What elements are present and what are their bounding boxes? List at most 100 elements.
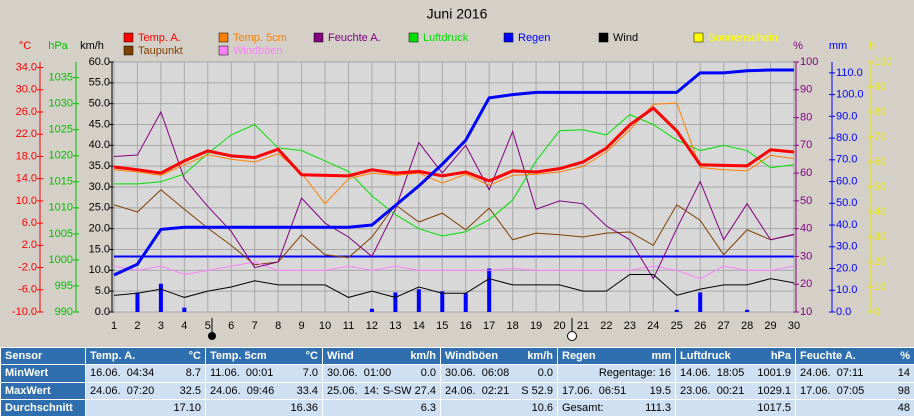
- y-tick-label: 0.0: [836, 306, 851, 318]
- table-cell: 16.36: [205, 398, 323, 417]
- y-tick-label: 100.0: [836, 89, 864, 101]
- y-tick-label: 40.0: [89, 139, 110, 151]
- y-tick-label: 80.0: [836, 132, 857, 144]
- y-tick-label: 20.0: [89, 223, 110, 235]
- y-tick-label: 0: [874, 306, 880, 318]
- table-cell: Wind km/h: [322, 346, 441, 366]
- x-tick-label: 17: [483, 320, 495, 332]
- table-row: MaxWert 24.06. 07:20 32.5 24.06. 09:46 33.4 2…: [0, 381, 914, 400]
- cell-value: 19.5: [649, 384, 671, 397]
- y-tick-label: 30: [800, 250, 812, 262]
- x-tick-label: 5: [205, 320, 211, 332]
- table-body: Sensor Temp. A. °C Temp. 5cm °C Wind km/h Windb…: [0, 346, 914, 417]
- legend-swatch: [218, 45, 229, 56]
- legend-label: Temp. 5cm: [233, 32, 287, 44]
- x-tick-label: 24: [647, 320, 659, 332]
- cell-value: 33.4: [296, 384, 318, 397]
- y-tick-label: 990: [55, 306, 73, 318]
- cell-value: 7.0: [302, 367, 318, 380]
- cell-text: 48: [897, 401, 910, 414]
- legend-swatch: [598, 32, 609, 43]
- y-tick-label: 70.0: [836, 154, 857, 166]
- x-tick-label: 15: [436, 320, 448, 332]
- y-tick-label: 60.0: [836, 175, 857, 187]
- y-tick-label: 10.0: [89, 264, 110, 276]
- legend-label: Regen: [518, 32, 550, 44]
- y-tick-label: 100: [800, 56, 818, 68]
- table-cell: 24.06. 02:21 S 52.9: [440, 381, 558, 400]
- axis-title: h: [869, 40, 875, 52]
- table-cell: Regen mm: [557, 346, 676, 366]
- cell-value: S-SW 27.4: [382, 384, 436, 397]
- y-tick-label: 1035: [49, 72, 73, 84]
- legend-label: Sonnenschein: [708, 32, 778, 44]
- y-tick-label: 18.0: [16, 150, 37, 162]
- table-cell: Durchschnitt: [0, 398, 86, 417]
- series-line: [113, 189, 795, 266]
- y-tick-label: 70: [800, 139, 812, 151]
- cell-value: %: [900, 350, 910, 363]
- table-cell: 24.06. 07:11 14: [795, 364, 914, 383]
- cell-value: 1029.1: [757, 384, 791, 397]
- cell-value: 1001.9: [757, 367, 791, 380]
- table-cell: 11.06. 00:01 7.0: [205, 364, 323, 383]
- table-cell: 30.06. 01:00 0.0: [322, 364, 441, 383]
- series-line: [114, 114, 795, 237]
- cell-text: 30.06. 06:08: [445, 367, 510, 380]
- y-tick-label: 55.0: [89, 77, 110, 89]
- y-tick-label: 50.0: [89, 98, 110, 110]
- y-tick-label: 22.0: [16, 128, 37, 140]
- cell-text: Gesamt:: [562, 401, 604, 414]
- y-tick-label: 45.0: [89, 118, 110, 130]
- rain-bar: [440, 291, 445, 312]
- table-row: Durchschnitt 17.10 16.36 6.3 10.6 Gesamt: 111.…: [0, 398, 914, 417]
- y-tick-label: 20: [874, 256, 886, 268]
- cell-value: 111.3: [645, 401, 671, 414]
- stats-table: Sensor Temp. A. °C Temp. 5cm °C Wind km/h Windb…: [0, 346, 914, 417]
- y-tick-label: 70: [874, 131, 886, 143]
- moon-full: [208, 332, 216, 340]
- cell-text: Temp. A.: [90, 350, 136, 363]
- table-cell: Temp. A. °C: [85, 346, 206, 366]
- legend-label: Temp. A.: [138, 32, 181, 44]
- y-tick-label: 1000: [49, 254, 73, 266]
- x-tick-label: 7: [252, 320, 258, 332]
- x-tick-label: 20: [553, 320, 565, 332]
- cell-text: Sensor: [5, 350, 43, 363]
- cell-text: 17.06. 06:51: [562, 384, 627, 397]
- table-cell: 25.06. 14: S-SW 27.4: [322, 381, 441, 400]
- y-tick-label: 0.0: [95, 306, 110, 318]
- y-tick-label: 50: [874, 181, 886, 193]
- table-row: MinWert 16.06. 04:34 8.7 11.06. 00:01 7.0 30.…: [0, 364, 914, 383]
- table-cell: Temp. 5cm °C: [205, 346, 323, 366]
- table-cell: 17.06. 06:51 19.5: [557, 381, 676, 400]
- y-tick-label: 100: [874, 56, 892, 68]
- legend-swatch: [408, 32, 419, 43]
- rain-bar: [158, 283, 163, 312]
- y-tick-label: 60: [874, 156, 886, 168]
- cell-text: Temp. 5cm: [210, 350, 267, 363]
- cell-value: 32.5: [179, 384, 201, 397]
- table-cell: 17.06. 07:05 98: [795, 381, 914, 400]
- y-tick-label: 90: [800, 84, 812, 96]
- y-tick-label: 50: [800, 195, 812, 207]
- cell-text: 6.3: [420, 401, 436, 414]
- table-cell: Windböen km/h: [440, 346, 558, 366]
- y-tick-label: 1025: [49, 124, 73, 136]
- legend-label: Taupunkt: [138, 45, 183, 57]
- cell-value: km/h: [410, 350, 436, 363]
- cell-text: 30.06. 01:00: [327, 367, 392, 380]
- x-tick-label: 16: [460, 320, 472, 332]
- x-tick-label: 8: [275, 320, 281, 332]
- cell-text: Durchschnitt: [5, 401, 73, 414]
- table-cell: MaxWert: [0, 381, 86, 400]
- cell-value: mm: [651, 350, 671, 363]
- series-line: [113, 68, 794, 277]
- y-tick-label: 30.0: [836, 241, 857, 253]
- table-cell: 30.06. 06:08 0.0: [440, 364, 558, 383]
- y-tick-label: 80: [874, 106, 886, 118]
- cell-text: 16.06. 04:34: [90, 367, 155, 380]
- y-tick-label: 10: [874, 281, 886, 293]
- rain-bar: [745, 309, 750, 312]
- series-line: [113, 274, 795, 298]
